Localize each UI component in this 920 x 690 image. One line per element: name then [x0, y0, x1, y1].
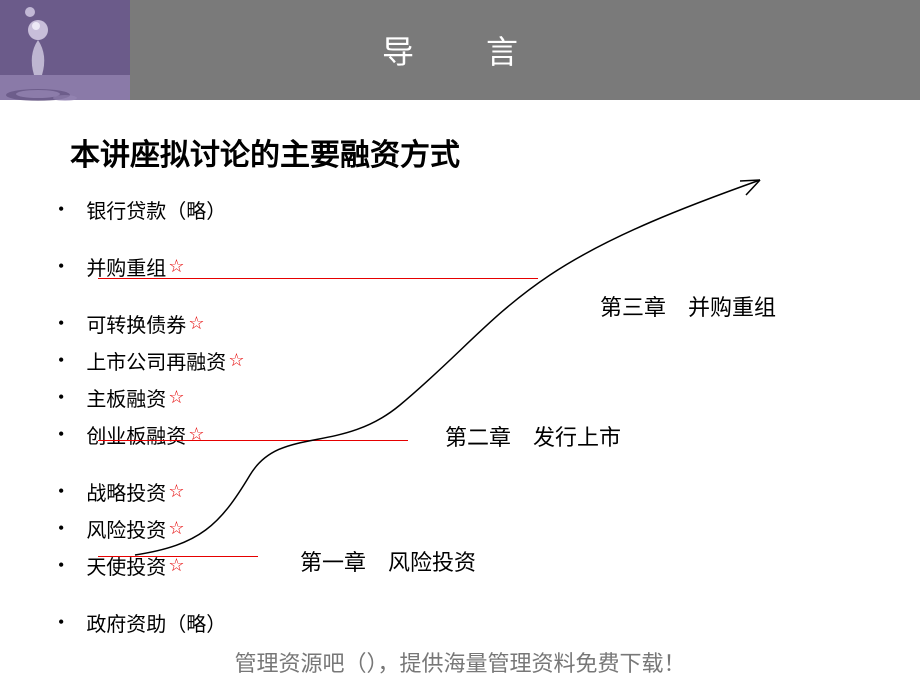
red-connector-line — [98, 278, 538, 279]
item-text: 并购重组 — [86, 252, 166, 281]
red-connector-line — [98, 556, 258, 557]
water-drop-image — [0, 0, 130, 120]
chapter-3-label: 第三章 并购重组 — [600, 290, 776, 322]
main-title: 本讲座拟讨论的主要融资方式 — [70, 130, 460, 174]
list-item: 可转换债券☆ — [58, 309, 244, 338]
star-icon: ☆ — [168, 256, 184, 277]
header-title: 导 言 — [382, 27, 538, 73]
item-text: 政府资助（略） — [86, 608, 226, 637]
star-icon: ☆ — [168, 481, 184, 502]
financing-methods-list: 银行贷款（略） 并购重组☆ 可转换债券☆ 上市公司再融资☆ 主板融资☆ 创业板融… — [58, 195, 244, 645]
item-text: 上市公司再融资 — [86, 346, 226, 375]
star-icon: ☆ — [168, 555, 184, 576]
red-connector-line — [98, 440, 408, 441]
star-icon: ☆ — [168, 518, 184, 539]
list-item: 战略投资☆ — [58, 477, 244, 506]
item-text: 可转换债券 — [86, 309, 186, 338]
list-item: 主板融资☆ — [58, 383, 244, 412]
list-item: 上市公司再融资☆ — [58, 346, 244, 375]
star-icon: ☆ — [228, 350, 244, 371]
slide-header: 导 言 — [0, 0, 920, 100]
chapter-1-label: 第一章 风险投资 — [300, 545, 476, 577]
chapter-2-label: 第二章 发行上市 — [445, 420, 621, 452]
list-item: 风险投资☆ — [58, 514, 244, 543]
item-text: 创业板融资 — [86, 420, 186, 449]
item-text: 银行贷款（略） — [86, 195, 226, 224]
item-text: 风险投资 — [86, 514, 166, 543]
list-item: 银行贷款（略） — [58, 195, 244, 224]
item-text: 主板融资 — [86, 383, 166, 412]
list-item: 并购重组☆ — [58, 252, 244, 281]
star-icon: ☆ — [188, 424, 204, 445]
star-icon: ☆ — [168, 387, 184, 408]
list-item: 政府资助（略） — [58, 608, 244, 637]
list-item: 创业板融资☆ — [58, 420, 244, 449]
footer-text: 管理资源吧（），提供海量管理资料免费下载！ — [0, 646, 920, 678]
star-icon: ☆ — [188, 313, 204, 334]
item-text: 战略投资 — [86, 477, 166, 506]
